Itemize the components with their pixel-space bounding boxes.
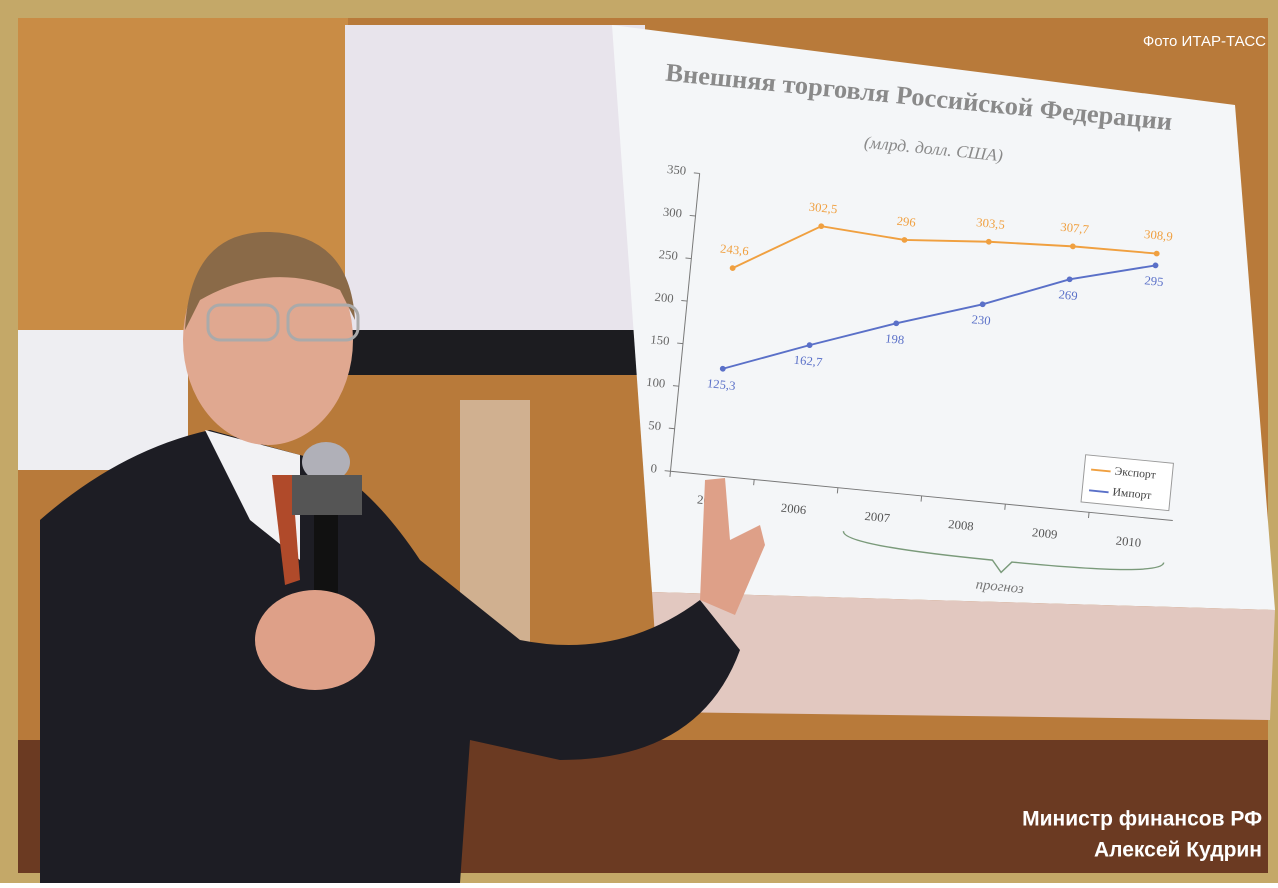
y-tick: [694, 173, 700, 174]
y-tick-label: 100: [646, 375, 666, 391]
x-tick: [754, 479, 755, 485]
x-tick: [837, 488, 838, 494]
y-tick-label: 350: [666, 162, 686, 178]
photo-credit: Фото ИТАР-ТАСС: [1143, 33, 1266, 50]
screen-lower: [652, 592, 1275, 720]
y-tick-label: 250: [658, 247, 678, 263]
x-tick-label: 2010: [1115, 534, 1142, 550]
screen-edge: [345, 330, 645, 375]
y-tick-label: 50: [648, 418, 662, 433]
y-tick-label: 200: [654, 290, 674, 306]
x-tick-label: 2009: [1031, 525, 1058, 541]
caption-line: Алексей Кудрин: [1094, 839, 1262, 862]
data-label: 198: [885, 331, 905, 347]
data-label: 307,7: [1060, 220, 1090, 237]
photo: Внешняя торговля Российской Федерации (м…: [0, 0, 1278, 883]
microphone-flag: [292, 475, 362, 515]
hand: [255, 590, 375, 690]
data-label: 303,5: [976, 215, 1006, 232]
y-tick: [673, 386, 679, 387]
y-tick: [690, 215, 696, 216]
data-label: 125,3: [706, 376, 736, 393]
data-label: 162,7: [793, 353, 823, 370]
data-label: 302,5: [808, 200, 838, 217]
x-tick-label: 2006: [780, 501, 807, 517]
y-tick: [669, 428, 675, 429]
data-label: 296: [896, 214, 916, 230]
x-tick: [670, 471, 671, 477]
x-tick-label: 2007: [864, 509, 891, 525]
x-tick: [921, 496, 922, 502]
caption-line: Министр финансов РФ: [1022, 808, 1262, 831]
data-label: 295: [1144, 274, 1164, 290]
x-tick-label: 2008: [948, 517, 975, 533]
y-tick: [681, 301, 687, 302]
y-tick-label: 150: [650, 332, 670, 348]
data-label: 243,6: [720, 242, 750, 259]
x-tick: [1088, 512, 1089, 518]
y-tick: [677, 343, 683, 344]
x-tick: [1005, 504, 1006, 510]
y-tick-label: 0: [650, 461, 658, 475]
screen-left: [345, 25, 645, 375]
y-tick: [685, 258, 691, 259]
data-label: 308,9: [1144, 227, 1174, 244]
y-tick-label: 300: [662, 205, 682, 221]
data-label: 269: [1058, 287, 1078, 303]
y-tick: [665, 471, 671, 472]
legend-box: [1081, 455, 1173, 511]
data-label: 230: [971, 312, 991, 328]
